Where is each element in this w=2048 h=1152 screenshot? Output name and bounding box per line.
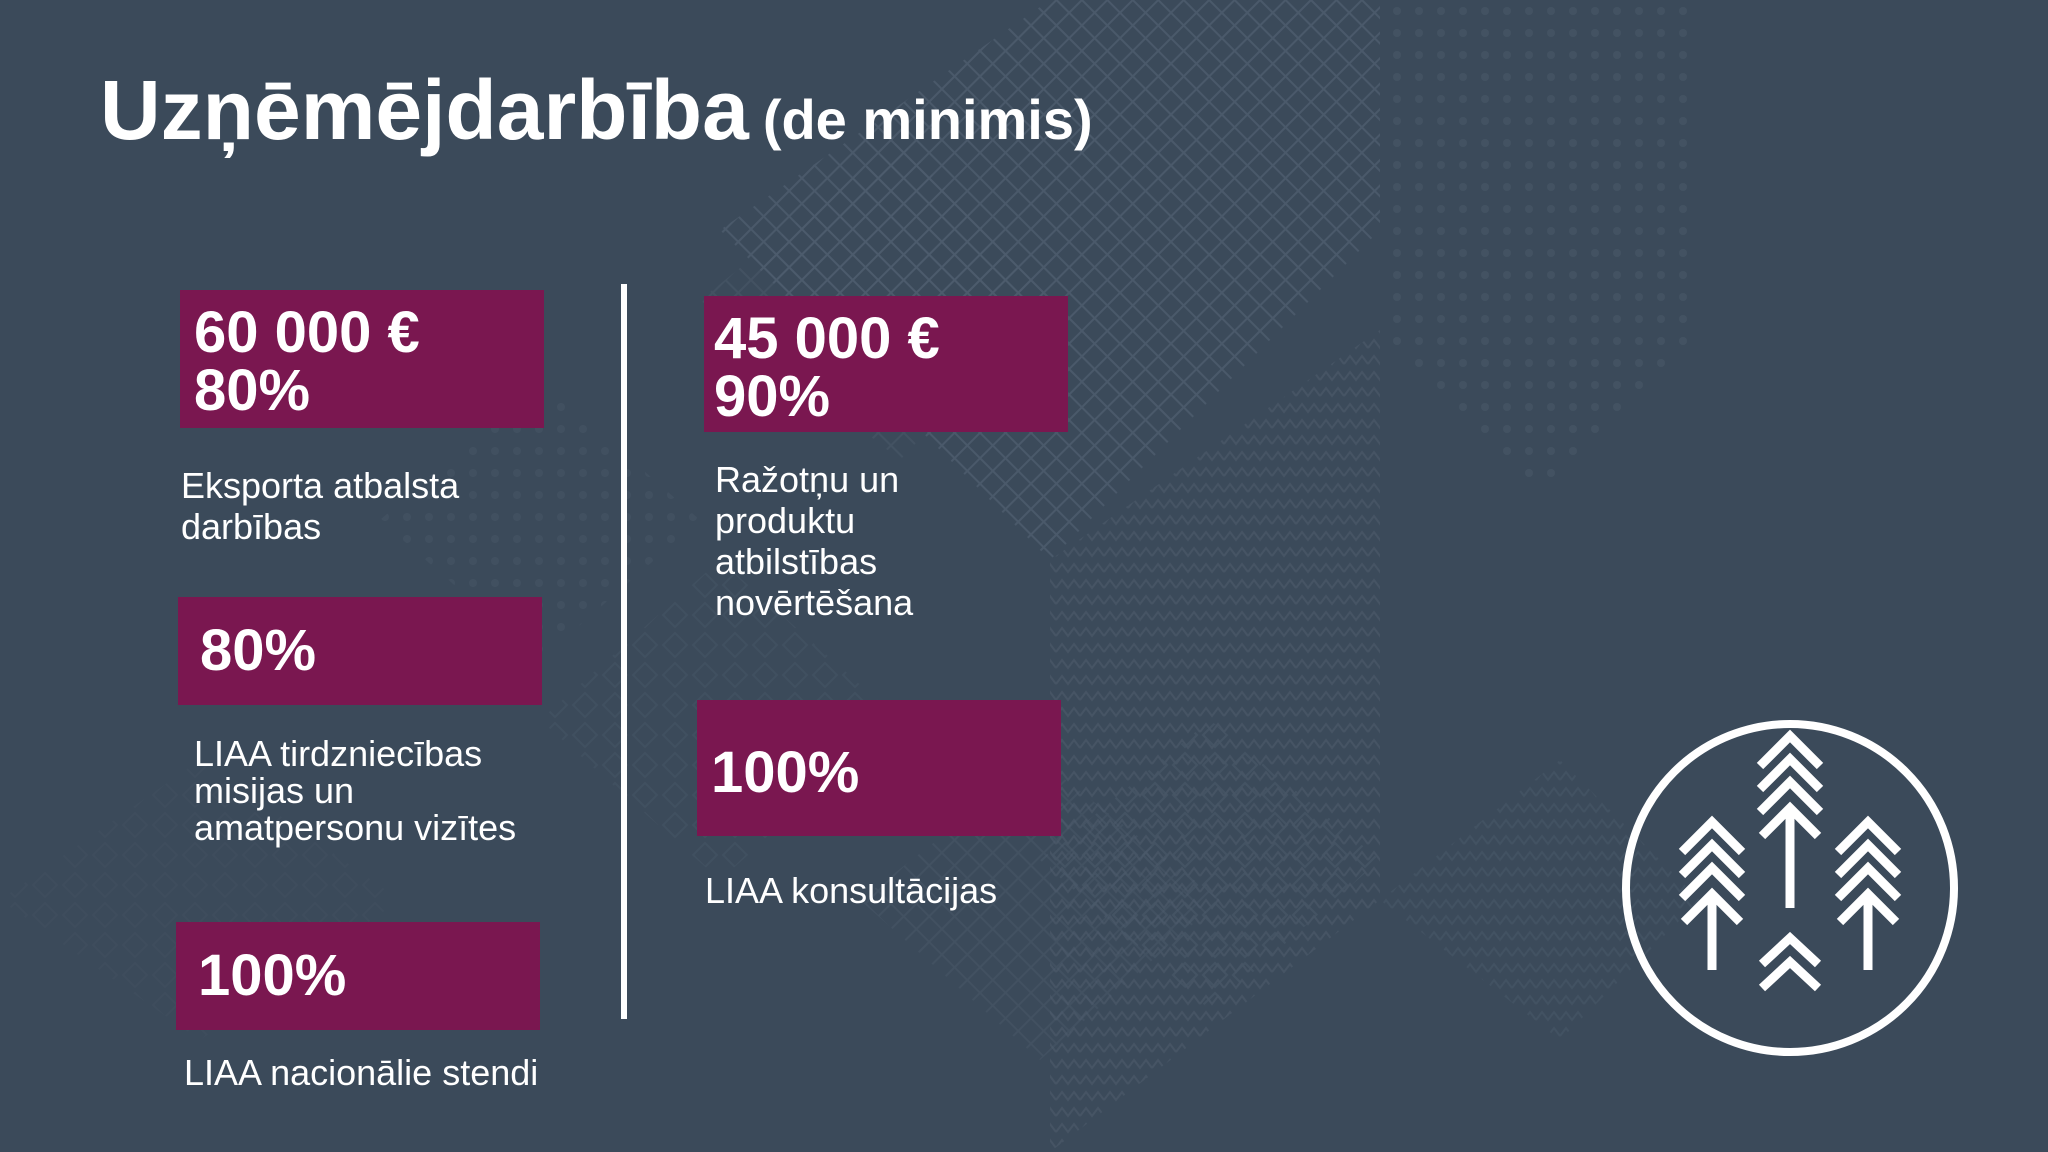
description-line: novērtēšana xyxy=(715,582,914,623)
title-subtitle: (de minimis) xyxy=(762,88,1093,151)
support-description-stands: LIAA nacionālie stendi xyxy=(184,1052,538,1093)
description-line: amatpersonu vizītes xyxy=(194,807,517,848)
box-line: 90% xyxy=(714,364,831,429)
description-line: produktu xyxy=(715,500,856,541)
description-line: darbības xyxy=(181,506,322,547)
support-rate-box-missions: 80% xyxy=(178,597,542,705)
page-title: Uzņēmējdarbība (de minimis) xyxy=(100,62,1093,159)
box-line: 80% xyxy=(194,358,311,423)
forest-trees-logo-icon xyxy=(1622,720,1958,1056)
box-line: 100% xyxy=(711,740,860,805)
description-line: LIAA tirdzniecības xyxy=(194,733,483,774)
box-line: 80% xyxy=(200,618,317,683)
title-main: Uzņēmējdarbība xyxy=(100,63,749,157)
description-line: misijas un xyxy=(194,770,355,811)
support-description-conformity: Ražotņu un produktu atbilstības novērtēš… xyxy=(715,459,913,623)
description-line: Eksporta atbalsta xyxy=(181,465,460,506)
description-line: Ražotņu un xyxy=(715,459,900,500)
support-rate-box-export: 60 000 € 80% xyxy=(180,290,544,428)
box-line: 100% xyxy=(198,943,347,1008)
support-rate-box-stands: 100% xyxy=(176,922,540,1030)
box-line: 45 000 € xyxy=(714,306,940,371)
support-rate-box-consultations: 100% xyxy=(697,700,1061,836)
description-line: LIAA nacionālie stendi xyxy=(184,1052,539,1093)
box-line: 60 000 € xyxy=(194,300,420,365)
description-line: atbilstības xyxy=(715,541,878,582)
support-description-missions: LIAA tirdzniecības misijas un amatperson… xyxy=(194,735,516,846)
support-description-consultations: LIAA konsultācijas xyxy=(705,870,997,911)
column-divider xyxy=(621,284,627,1019)
support-rate-box-conformity: 45 000 € 90% xyxy=(704,296,1068,432)
support-description-export: Eksporta atbalsta darbības xyxy=(181,465,459,547)
description-line: LIAA konsultācijas xyxy=(705,870,998,911)
